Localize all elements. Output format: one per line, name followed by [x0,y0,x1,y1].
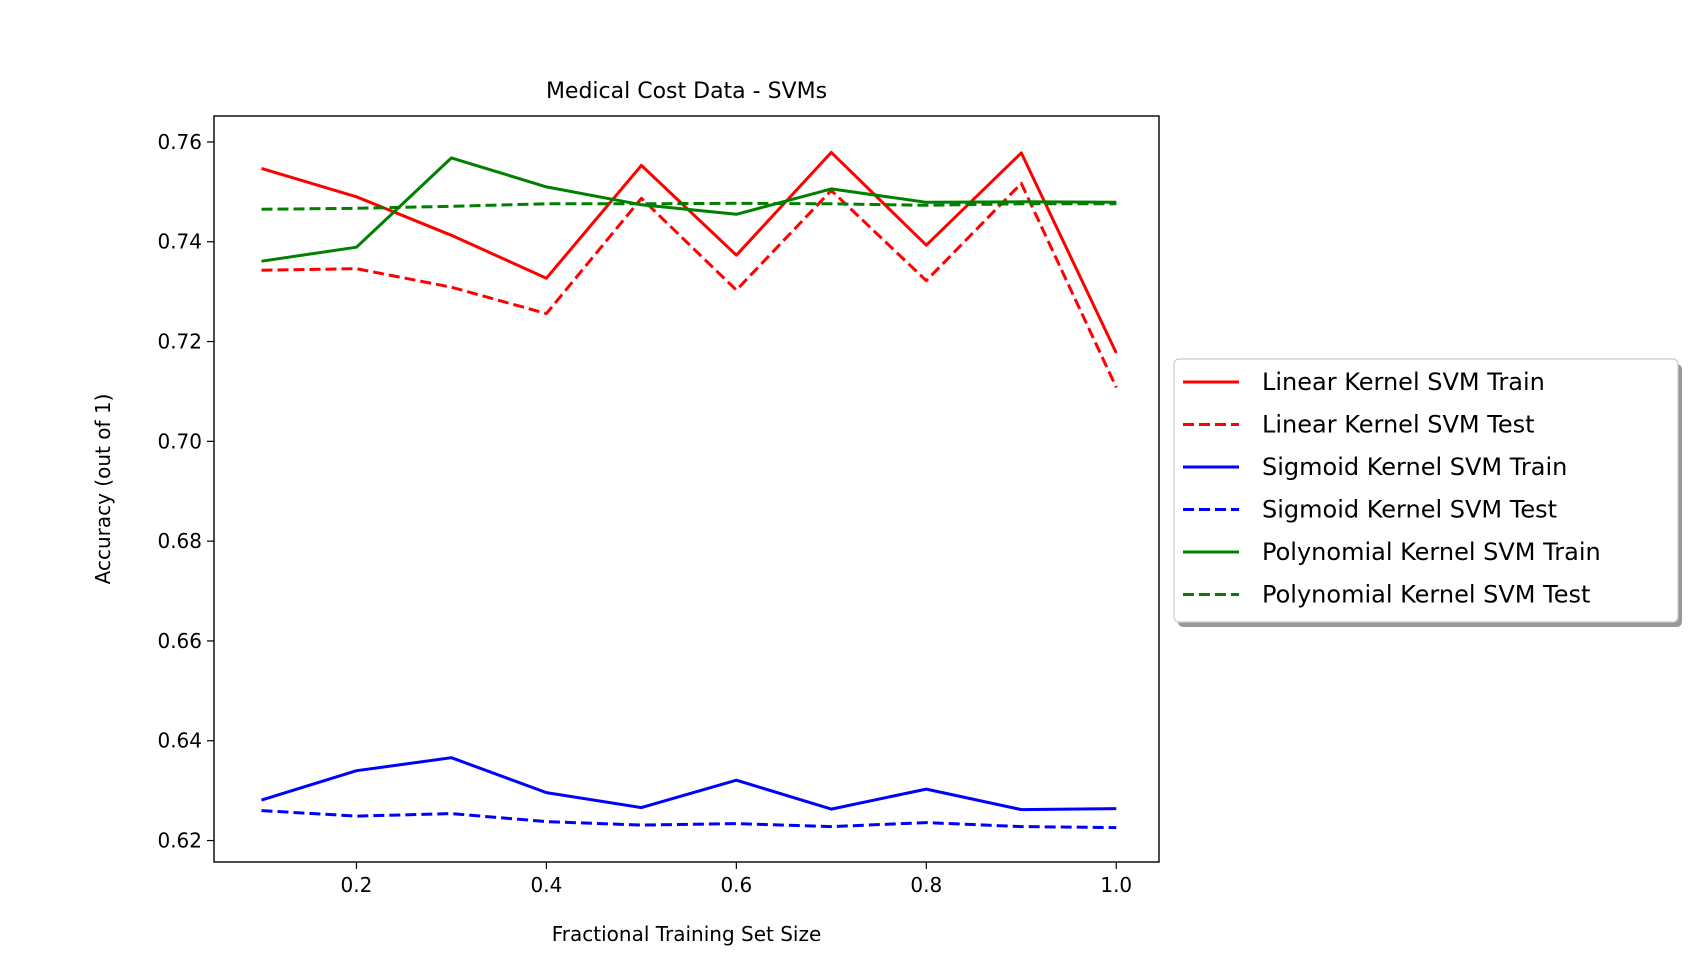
x-axis-label: Fractional Training Set Size [552,922,822,946]
y-tick-label: 0.66 [157,629,202,653]
legend: Linear Kernel SVM Train Linear Kernel SVM… [1173,358,1682,627]
legend-label: Sigmoid Kernel SVM Test [1262,496,1557,524]
chart-title: Medical Cost Data - SVMs [546,79,827,104]
x-axis: 0.2 0.4 0.6 0.8 1.0 [341,862,1132,897]
legend-label: Polynomial Kernel SVM Train [1262,538,1601,566]
series-line-sigmoid-kernel-svm-train [261,756,1117,812]
legend-box [1173,358,1679,623]
x-tick-label: 0.2 [341,873,373,897]
x-tick-label: 0.4 [531,873,563,897]
y-tick-label: 0.72 [157,330,202,354]
y-tick-label: 0.68 [157,529,202,553]
x-tick-label: 0.8 [910,873,942,897]
y-axis: 0.62 0.64 0.66 0.68 0.70 0.72 0.74 0.76 [157,130,214,853]
y-tick-label: 0.64 [157,729,202,753]
legend-label: Linear Kernel SVM Test [1262,411,1535,439]
legend-label: Linear Kernel SVM Train [1262,368,1545,396]
x-tick-label: 0.6 [720,873,752,897]
y-tick-label: 0.62 [157,829,202,853]
series-line-polynomial-kernel-svm-test [261,201,1117,211]
legend-label: Sigmoid Kernel SVM Train [1262,453,1567,481]
series-layer [261,150,1118,830]
series-line-polynomial-kernel-svm-train [261,156,1117,263]
plot-frame [213,115,1160,863]
y-tick-label: 0.70 [157,429,202,453]
legend-label: Polynomial Kernel SVM Test [1262,581,1590,609]
legend-entries: Linear Kernel SVM Train Linear Kernel SVM… [1183,368,1601,609]
x-tick-label: 1.0 [1100,873,1132,897]
y-axis-label: Accuracy (out of 1) [91,394,115,585]
series-line-linear-kernel-svm-test [261,181,1118,389]
series-line-sigmoid-kernel-svm-test [261,809,1117,830]
y-tick-label: 0.74 [157,230,202,254]
y-tick-label: 0.76 [157,130,202,154]
